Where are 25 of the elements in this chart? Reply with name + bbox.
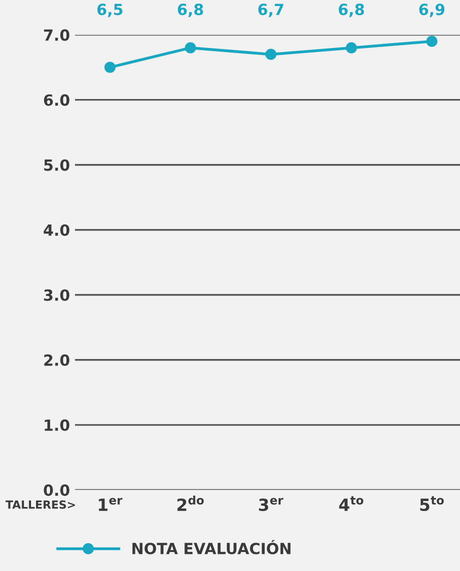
data-label: 6,5 bbox=[97, 4, 122, 18]
legend-label: NOTA EVALUACIÓN bbox=[132, 540, 290, 554]
y-tick-label: 4.0 bbox=[44, 224, 70, 236]
x-tick-label: 5$^{to}$ bbox=[420, 496, 444, 512]
x-tick-label: 3$^{er}$ bbox=[259, 498, 284, 512]
point bbox=[346, 42, 357, 54]
y-tick-label: 3.0 bbox=[44, 289, 70, 301]
point bbox=[265, 48, 276, 60]
data-label: 6,8 bbox=[178, 4, 204, 18]
point bbox=[184, 42, 196, 54]
y-tick-label: 7.0 bbox=[44, 29, 70, 41]
y-tick-label: 2.0 bbox=[44, 354, 70, 366]
y-tick-label: 6.0 bbox=[44, 94, 70, 106]
y-tick-label: 0.0 bbox=[44, 484, 70, 496]
data-label: 6,7 bbox=[258, 4, 284, 18]
y-tick-label: 1.0 bbox=[44, 419, 70, 431]
y-tick-label: 5.0 bbox=[44, 159, 70, 171]
x-tick-label: 4$^{to}$ bbox=[339, 496, 364, 511]
x-tick-label: 2$^{do}$ bbox=[177, 496, 204, 511]
data-label: 6,8 bbox=[338, 4, 364, 18]
point bbox=[426, 36, 438, 47]
data-label: 6,9 bbox=[419, 4, 444, 18]
x-axis-title: TALLERES> bbox=[6, 500, 75, 509]
point bbox=[104, 62, 116, 73]
x-tick-label: 1$^{er}$ bbox=[98, 498, 122, 511]
